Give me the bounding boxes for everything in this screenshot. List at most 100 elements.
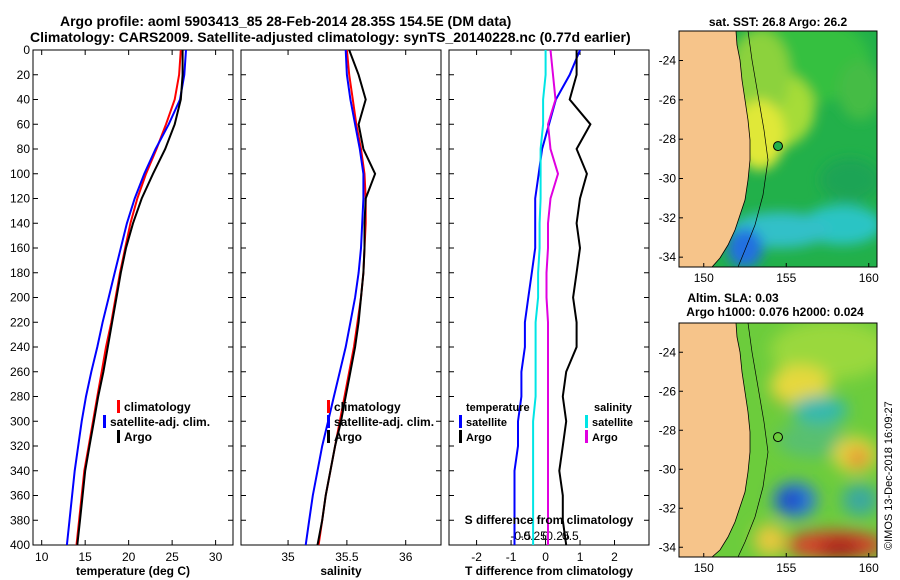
sla-map-image xyxy=(679,323,877,557)
map-y-tick-label: -30 xyxy=(659,462,677,476)
y-tick-label: 0 xyxy=(23,43,30,57)
legend-swatch-satellite xyxy=(327,415,330,428)
y-tick-label: 40 xyxy=(17,93,31,107)
x-tick-label: 1 xyxy=(577,550,584,564)
legend-head-salinity: salinity xyxy=(594,402,633,414)
map-y-tick-label: -32 xyxy=(659,501,677,515)
x-tick-label: 35.5 xyxy=(335,550,359,564)
map-x-tick-label: 160 xyxy=(859,561,879,575)
sla-map-frame xyxy=(678,322,878,558)
t-difference-argo-line xyxy=(558,50,592,545)
y-tick-label: 160 xyxy=(10,241,30,255)
salinity-panel: 35 35.5 36 salinity climatology satellite-… xyxy=(240,49,442,578)
x-tick-label: 25 xyxy=(165,550,179,564)
map-y-tick-label: -34 xyxy=(659,250,677,264)
s-difference-xlabel: S difference from climatology xyxy=(465,513,634,527)
x-tick-label: 15 xyxy=(78,550,92,564)
sla-map-panel: Altim. SLA: 0.03 Argo h1000: 0.076 h2000… xyxy=(659,291,879,575)
legend-swatch-argo xyxy=(117,430,120,443)
map-x-tick-label: 155 xyxy=(776,561,796,575)
imos-timestamp: ©IMOS 13-Dec-2018 16:09:27 xyxy=(883,401,895,550)
y-tick-label: 360 xyxy=(10,489,30,503)
difference-xlabel: T difference from climatology xyxy=(465,564,633,578)
x-tick-label: -2 xyxy=(471,550,482,564)
temperature-plot-frame xyxy=(32,49,234,546)
map-y-tick-label: -26 xyxy=(659,93,677,107)
s-difference-satellite-line xyxy=(532,50,547,545)
y-tick-label: 80 xyxy=(17,142,31,156)
x-tick-label: 0 xyxy=(542,550,549,564)
map-x-tick-label: 150 xyxy=(694,561,714,575)
s-tick-label: -0.5 xyxy=(510,529,531,543)
sla-map-subtitle: Argo h1000: 0.076 h2000: 0.024 xyxy=(686,305,864,319)
salinity-plot-frame xyxy=(240,49,442,546)
sst-map-panel: sat. SST: 26.8 Argo: 26.2 -24 -26 -28 -30 -3… xyxy=(659,15,879,285)
map-y-tick-label: -28 xyxy=(659,423,677,437)
t-difference-satellite-line xyxy=(513,50,581,545)
y-tick-label: 280 xyxy=(10,390,30,404)
y-tick-label: 20 xyxy=(17,68,31,82)
y-tick-label: 180 xyxy=(10,266,30,280)
y-tick-label: 260 xyxy=(10,365,30,379)
x-tick-label: 2 xyxy=(611,550,618,564)
x-tick-label: 36 xyxy=(399,550,413,564)
figure-title-line1: Argo profile: aoml 5903413_85 28-Feb-201… xyxy=(60,13,511,29)
map-y-tick-label: -34 xyxy=(659,540,677,554)
legend-swatch-s-argo xyxy=(585,430,588,443)
map-y-tick-label: -28 xyxy=(659,132,677,146)
map-y-tick-label: -32 xyxy=(659,211,677,225)
y-tick-label: 100 xyxy=(10,167,30,181)
map-y-tick-label: -24 xyxy=(659,54,677,68)
sst-map-image xyxy=(679,31,877,267)
difference-legend: temperature satellite Argo salinity sate… xyxy=(459,402,633,444)
s-tick-label: 0 xyxy=(542,529,549,543)
temperature-xlabel: temperature (deg C) xyxy=(76,564,190,578)
y-tick-label: 140 xyxy=(10,216,30,230)
y-tick-label: 380 xyxy=(10,513,30,527)
temperature-argo-line xyxy=(76,50,184,545)
sst-map-title: sat. SST: 26.8 Argo: 26.2 xyxy=(709,15,848,29)
legend-head-temperature: temperature xyxy=(466,402,530,414)
legend-label-s-satellite: satellite xyxy=(592,417,633,429)
legend-swatch-climatology xyxy=(327,400,330,413)
legend-label-climatology: climatology xyxy=(334,400,401,414)
x-tick-label: -1 xyxy=(506,550,517,564)
sst-map-frame xyxy=(678,30,878,268)
y-tick-label: 400 xyxy=(10,538,30,552)
y-tick-label: 60 xyxy=(17,117,31,131)
sst-argo-location-marker xyxy=(773,141,783,152)
y-tick-label: 300 xyxy=(10,414,30,428)
x-tick-label: 35 xyxy=(281,550,295,564)
salinity-legend: climatology satellite-adj. clim. Argo xyxy=(327,400,434,444)
map-x-tick-label: 155 xyxy=(776,271,796,285)
legend-swatch-satellite xyxy=(103,415,106,428)
x-tick-label: 30 xyxy=(209,550,223,564)
legend-label-satellite: satellite-adj. clim. xyxy=(334,415,434,429)
legend-label-s-argo: Argo xyxy=(592,432,618,444)
salinity-xlabel: salinity xyxy=(320,564,362,578)
sla-map-title: Altim. SLA: 0.03 xyxy=(687,291,779,305)
y-tick-label: 200 xyxy=(10,291,30,305)
x-tick-label: 20 xyxy=(122,550,136,564)
legend-swatch-s-satellite xyxy=(585,415,588,428)
s-difference-argo-line xyxy=(545,50,560,545)
map-x-tick-label: 150 xyxy=(694,271,714,285)
temperature-legend: climatology satellite-adj. clim. Argo xyxy=(103,400,210,444)
figure-title-line2: Climatology: CARS2009. Satellite-adjuste… xyxy=(30,29,631,45)
map-x-tick-label: 160 xyxy=(859,271,879,285)
legend-label-climatology: climatology xyxy=(124,400,191,414)
legend-swatch-t-satellite xyxy=(459,415,462,428)
salinity-satellite-line xyxy=(304,50,365,545)
legend-label-satellite: satellite-adj. clim. xyxy=(110,415,210,429)
y-tick-label: 340 xyxy=(10,464,30,478)
legend-label-t-satellite: satellite xyxy=(466,417,507,429)
sla-argo-location-marker xyxy=(773,432,783,443)
y-tick-label: 320 xyxy=(10,439,30,453)
y-tick-label: 220 xyxy=(10,315,30,329)
legend-swatch-t-argo xyxy=(459,430,462,443)
temperature-satellite-line xyxy=(65,50,187,545)
salinity-argo-line xyxy=(316,50,377,545)
x-tick-label: 10 xyxy=(35,550,49,564)
legend-label-argo: Argo xyxy=(124,430,152,444)
